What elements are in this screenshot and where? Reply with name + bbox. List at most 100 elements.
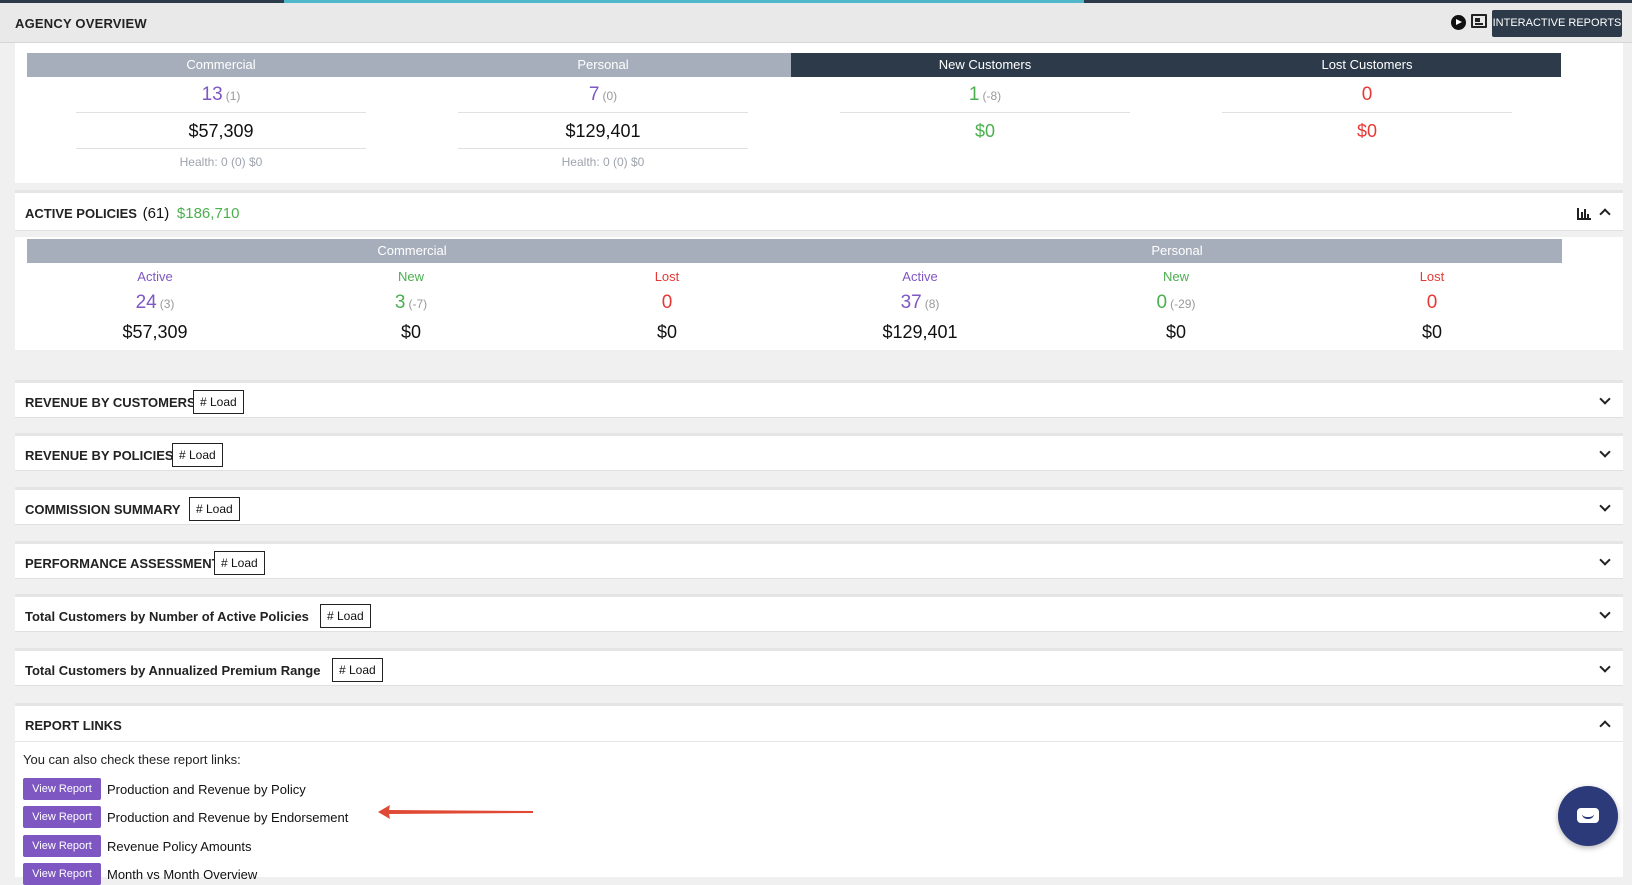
report-links-header[interactable]: REPORT LINKS	[15, 706, 1623, 742]
active-policies-count: (61)	[142, 205, 170, 222]
new-count-delta: (-7)	[408, 297, 428, 311]
active-count-value: 37	[900, 292, 922, 313]
personal-count-value: 7	[588, 84, 600, 105]
report-link-row: View Report Month vs Month Overview	[23, 863, 257, 885]
active-policies-header: ACTIVE POLICIES (61) $186,710	[15, 190, 1623, 231]
active-commercial-group: Commercial Active 24 (3) $57,309 New 3 (-7…	[27, 239, 797, 342]
commercial-tile-header: Commercial	[27, 53, 415, 77]
lost-label: Lost	[654, 269, 680, 284]
section-customers-by-premium-range[interactable]: Total Customers by Annualized Premium Ra…	[15, 648, 1623, 686]
report-link-label: Revenue Policy Amounts	[107, 838, 252, 854]
chat-button[interactable]	[1558, 786, 1618, 846]
lost-customers-tile: Lost Customers 0 $0	[1173, 53, 1561, 149]
load-button[interactable]: # Load	[172, 443, 223, 467]
chevron-down-icon[interactable]	[1599, 446, 1611, 458]
chevron-down-icon[interactable]	[1599, 661, 1611, 673]
report-link-row: View Report Production and Revenue by End…	[23, 806, 348, 828]
section-title: PERFORMANCE ASSESSMENT	[25, 556, 220, 571]
section-title: REVENUE BY CUSTOMERS	[25, 395, 196, 410]
interactive-reports-button[interactable]: INTERACTIVE REPORTS	[1492, 10, 1622, 37]
report-link-label: Production and Revenue by Policy	[107, 781, 306, 797]
lost-count-value: 0	[1426, 292, 1438, 313]
lost-customers-count-value: 0	[1361, 84, 1373, 105]
active-label: Active	[137, 269, 173, 284]
chevron-down-icon[interactable]	[1599, 500, 1611, 512]
view-report-button[interactable]: View Report	[23, 806, 101, 828]
chevron-down-icon[interactable]	[1599, 393, 1611, 405]
new-label: New	[397, 269, 424, 284]
view-report-button[interactable]: View Report	[23, 835, 101, 857]
new-customers-count[interactable]: 1 (-8)	[840, 77, 1130, 113]
newspaper-icon[interactable]	[1471, 14, 1487, 28]
new-customers-header: New Customers	[791, 53, 1179, 77]
lost-amount: $0	[1421, 322, 1443, 342]
personal-tile: Personal 7 (0) $129,401 Health: 0 (0) $0	[409, 53, 797, 175]
commercial-count-delta: (1)	[225, 89, 241, 103]
active-policies-amount: $186,710	[176, 205, 240, 222]
top-progress-segment	[284, 0, 1084, 3]
load-button[interactable]: # Load	[214, 551, 265, 575]
new-count: 3 (-7)	[283, 287, 539, 319]
new-customers-tile: New Customers 1 (-8) $0	[791, 53, 1179, 149]
load-button[interactable]: # Load	[332, 658, 383, 682]
view-report-button[interactable]: View Report	[23, 778, 101, 800]
new-amount: $0	[1165, 322, 1187, 342]
active-count: 37 (8)	[792, 287, 1048, 319]
lost-amount: $0	[656, 322, 678, 342]
bar-chart-icon[interactable]	[1577, 208, 1591, 220]
section-title: Total Customers by Annualized Premium Ra…	[25, 663, 321, 678]
chat-bubble-icon	[1577, 808, 1599, 823]
new-count-value: 0	[1156, 292, 1168, 313]
personal-health: Health: 0 (0) $0	[561, 155, 645, 169]
new-count-delta: (-29)	[1170, 297, 1196, 311]
section-revenue-by-policies[interactable]: REVENUE BY POLICIES # Load	[15, 433, 1623, 471]
new-customers-count-delta: (-8)	[982, 89, 1002, 103]
report-link-row: View Report Production and Revenue by Pol…	[23, 778, 306, 800]
personal-count[interactable]: 7 (0)	[458, 77, 748, 113]
lost-count-value: 0	[661, 292, 673, 313]
chevron-up-icon[interactable]	[1599, 208, 1611, 220]
lost-count: 0	[539, 287, 795, 319]
page-title: AGENCY OVERVIEW	[15, 16, 147, 31]
active-count-delta: (3)	[159, 297, 175, 311]
lost-count: 0	[1304, 287, 1560, 319]
new-count-value: 3	[394, 292, 406, 313]
commercial-count[interactable]: 13 (1)	[76, 77, 366, 113]
report-link-label: Production and Revenue by Endorsement	[107, 809, 349, 825]
section-performance-assessment[interactable]: PERFORMANCE ASSESSMENT # Load	[15, 541, 1623, 579]
active-commercial-lost[interactable]: Lost 0 $0	[539, 267, 795, 345]
load-button[interactable]: # Load	[320, 604, 371, 628]
commercial-health: Health: 0 (0) $0	[179, 155, 263, 169]
active-count-delta: (8)	[924, 297, 940, 311]
active-amount: $57,309	[122, 322, 188, 342]
report-links-panel: REPORT LINKS You can also check these re…	[15, 703, 1623, 885]
chevron-down-icon[interactable]	[1599, 607, 1611, 619]
personal-count-delta: (0)	[602, 89, 618, 103]
active-amount: $129,401	[882, 322, 958, 342]
load-button[interactable]: # Load	[189, 497, 240, 521]
chevron-down-icon[interactable]	[1599, 554, 1611, 566]
section-revenue-by-customers[interactable]: REVENUE BY CUSTOMERS # Load	[15, 380, 1623, 418]
active-personal-new[interactable]: New 0 (-29) $0	[1048, 267, 1304, 345]
section-commission-summary[interactable]: COMMISSION SUMMARY # Load	[15, 487, 1623, 525]
active-policies-title: ACTIVE POLICIES (61) $186,710	[25, 205, 239, 222]
view-report-button[interactable]: View Report	[23, 863, 101, 885]
active-count: 24 (3)	[27, 287, 283, 319]
summary-panel: Commercial 13 (1) $57,309 Health: 0 (0) $…	[15, 43, 1623, 183]
active-commercial-header: Commercial	[27, 239, 797, 263]
new-customers-amount: $0	[974, 121, 996, 141]
section-title: COMMISSION SUMMARY	[25, 502, 181, 517]
section-customers-by-active-policies[interactable]: Total Customers by Number of Active Poli…	[15, 594, 1623, 632]
active-commercial-new[interactable]: New 3 (-7) $0	[283, 267, 539, 345]
lost-customers-count[interactable]: 0	[1222, 77, 1512, 113]
play-icon[interactable]	[1451, 15, 1466, 30]
new-count: 0 (-29)	[1048, 287, 1304, 319]
chevron-up-icon[interactable]	[1599, 720, 1611, 732]
load-button[interactable]: # Load	[193, 390, 244, 414]
active-commercial-active[interactable]: Active 24 (3) $57,309	[27, 267, 283, 345]
section-title: Total Customers by Number of Active Poli…	[25, 609, 309, 624]
commercial-count-value: 13	[201, 84, 223, 105]
commercial-tile: Commercial 13 (1) $57,309 Health: 0 (0) $…	[27, 53, 415, 175]
active-personal-lost[interactable]: Lost 0 $0	[1304, 267, 1560, 345]
active-personal-active[interactable]: Active 37 (8) $129,401	[792, 267, 1048, 345]
